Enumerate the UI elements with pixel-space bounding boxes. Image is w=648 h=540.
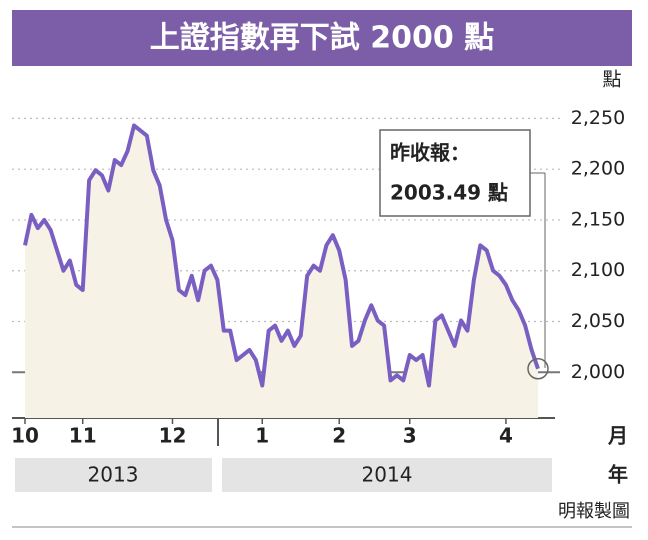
year-box: [222, 458, 552, 492]
y-tick-label: 2,250: [571, 107, 625, 129]
annotation-box: [379, 129, 531, 217]
y-tick-label: 2,100: [571, 259, 625, 281]
year-label: 2014: [362, 463, 413, 487]
x-tick-label: 2: [332, 424, 346, 448]
credit: 明報製圖: [558, 501, 630, 522]
line: [23, 123, 540, 388]
area: [25, 125, 538, 418]
year-box: [15, 458, 212, 492]
y-tick-label: 2,200: [571, 158, 625, 180]
y-tick-label: 2,000: [571, 361, 625, 383]
x-unit: 月: [607, 424, 628, 448]
y-unit: 點: [602, 69, 621, 91]
title-bar: [12, 10, 632, 66]
x-tick-label: 3: [403, 424, 417, 448]
y-tick-label: 2,050: [571, 310, 625, 332]
end-marker: [527, 358, 549, 380]
year-unit: 年: [608, 463, 628, 487]
x-tick-label: 1: [255, 424, 269, 448]
y-tick-label: 2,150: [571, 208, 625, 230]
x-tick-label: 10: [11, 424, 39, 448]
chart-title: 上證指數再下試 2000 點: [150, 21, 494, 56]
annotation-text: 2003.49 點: [390, 181, 508, 205]
x-tick-label: 4: [499, 424, 513, 448]
annotation-text: 昨收報：: [390, 141, 470, 165]
x-tick-label: 11: [69, 424, 97, 448]
x-tick-label: 12: [159, 424, 187, 448]
year-label: 2013: [88, 463, 139, 487]
